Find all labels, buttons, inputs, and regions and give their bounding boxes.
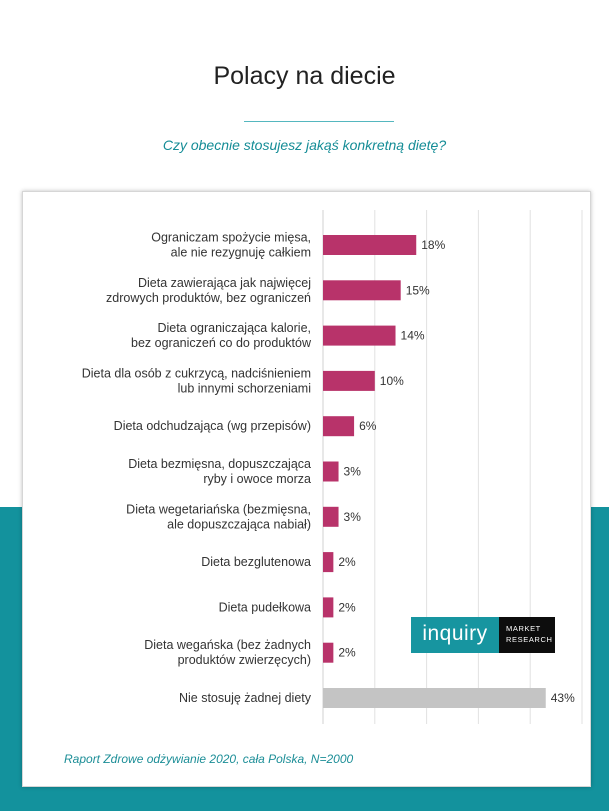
bar (323, 280, 401, 301)
category-label-line: ale dopuszczająca nabiał) (167, 517, 311, 531)
category-label: Dieta zawierająca jak najwięcej zdrowych … (106, 276, 311, 305)
bar (323, 506, 339, 527)
bar (323, 597, 334, 618)
category-label-line: Ograniczam spożycie mięsa, (151, 231, 311, 245)
bar-value-label: 15% (406, 283, 430, 297)
bar-value-label: 10% (380, 374, 404, 388)
category-label-line: lub innymi schorzeniami (178, 381, 311, 395)
category-label-line: Dieta wegańska (bez żadnych (144, 638, 311, 652)
category-label-line: Dieta pudełkowa (219, 600, 311, 614)
page-title: Polacy na diecie (213, 62, 396, 90)
category-label-line: produktów zwierzęcych) (178, 653, 311, 667)
bar-value-label: 14% (401, 329, 425, 343)
category-label: Nie stosuję żadnej diety (179, 691, 312, 705)
bar (323, 461, 339, 482)
category-label-line: Dieta ograniczająca kalorie, (157, 321, 311, 335)
category-label: Dieta pudełkowa (219, 600, 311, 614)
category-label-line: ryby i owoce morza (203, 472, 311, 486)
bar-chart: 18% Ograniczam spożycie mięsa, ale nie rez… (82, 210, 583, 724)
bar-value-label: 3% (344, 465, 362, 479)
category-label: Dieta bezmięsna, dopuszczająca ryby i owo… (128, 457, 311, 486)
bar-value-label: 18% (421, 238, 445, 252)
inquiry-logo: inquiry MARKET RESEARCH (411, 617, 555, 653)
category-label: Ograniczam spożycie mięsa, ale nie rezygn… (151, 231, 311, 260)
bar (323, 416, 355, 437)
bar (323, 325, 396, 346)
category-label-line: Dieta bezmięsna, dopuszczająca (128, 457, 311, 471)
bar-value-label: 3% (344, 510, 362, 524)
bar (323, 552, 334, 573)
category-label: Dieta ograniczająca kalorie, bez ogranicz… (131, 321, 312, 350)
logo-brand: inquiry (411, 617, 499, 653)
bar-value-label: 2% (338, 555, 356, 569)
bar (323, 370, 375, 391)
bar (323, 642, 334, 663)
logo-tagline: MARKET RESEARCH (499, 617, 555, 653)
bar (323, 235, 417, 255)
bar-value-label: 6% (359, 419, 377, 433)
chart-card: 18% Ograniczam spożycie mięsa, ale nie rez… (22, 191, 591, 787)
bar-value-label: 43% (551, 691, 575, 705)
category-label-line: zdrowych produktów, bez ograniczeń (106, 291, 311, 305)
category-label-line: ale nie rezygnuję całkiem (171, 246, 311, 260)
category-label-line: Dieta odchudzająca (wg przepisów) (114, 419, 311, 433)
category-label-line: Dieta bezglutenowa (201, 555, 311, 569)
category-label-line: Dieta wegetariańska (bezmięsna, (126, 502, 311, 516)
bar-value-label: 2% (338, 646, 356, 660)
category-label: Dieta wegańska (bez żadnych produktów zwi… (144, 638, 311, 667)
logo-tag-line1: MARKET (506, 624, 541, 633)
category-label-line: Nie stosuję żadnej diety (179, 691, 312, 705)
category-label: Dieta odchudzająca (wg przepisów) (114, 419, 311, 433)
source-note: Raport Zdrowe odżywianie 2020, cała Pols… (64, 752, 354, 766)
bar-value-label: 2% (338, 600, 356, 614)
chart-question: Czy obecnie stosujesz jakąś konkretną di… (162, 137, 447, 153)
category-label: Dieta bezglutenowa (201, 555, 311, 569)
category-label-line: bez ograniczeń co do produktów (131, 336, 312, 350)
category-label: Dieta wegetariańska (bezmięsna, ale dopus… (126, 502, 311, 531)
bar (323, 688, 546, 708)
category-label-line: Dieta dla osób z cukrzycą, nadciśnieniem (82, 366, 311, 380)
category-label: Dieta dla osób z cukrzycą, nadciśnieniem… (82, 366, 311, 395)
title-divider (244, 121, 394, 122)
logo-tag-line2: RESEARCH (506, 635, 553, 644)
category-label-line: Dieta zawierająca jak najwięcej (138, 276, 311, 290)
